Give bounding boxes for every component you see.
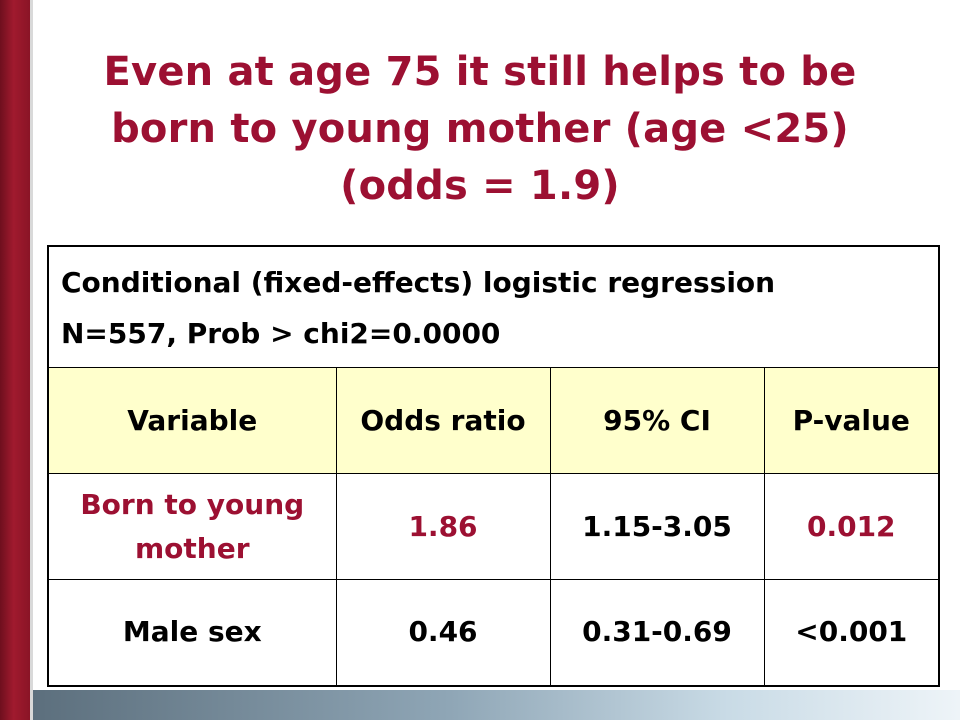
cell-p-value: <0.001 bbox=[763, 579, 940, 686]
cell-odds-ratio: 0.46 bbox=[335, 579, 551, 686]
table-info-row: Conditional (fixed-effects) logistic reg… bbox=[47, 245, 940, 368]
bottom-gradient-bar bbox=[33, 690, 960, 720]
header-odds-ratio: Odds ratio bbox=[335, 367, 551, 474]
table-row: Male sex 0.46 0.31-0.69 <0.001 bbox=[47, 579, 940, 686]
model-statistics: N=557, Prob > chi2=0.0000 bbox=[61, 317, 501, 350]
cell-p-value: 0.012 bbox=[763, 473, 940, 580]
title-line-2: born to young mother (age <25) bbox=[111, 106, 849, 152]
table-info-cell: Conditional (fixed-effects) logistic reg… bbox=[47, 245, 940, 368]
table-header-row: Variable Odds ratio 95% CI P-value bbox=[47, 367, 940, 474]
regression-table: Conditional (fixed-effects) logistic reg… bbox=[47, 245, 941, 687]
title-line-3: (odds = 1.9) bbox=[340, 163, 620, 209]
cell-ci: 1.15-3.05 bbox=[549, 473, 765, 580]
model-description: Conditional (fixed-effects) logistic reg… bbox=[61, 266, 776, 299]
header-p-value: P-value bbox=[763, 367, 940, 474]
cell-ci: 0.31-0.69 bbox=[549, 579, 765, 686]
slide-title: Even at age 75 it still helps to be born… bbox=[40, 44, 920, 215]
header-ci: 95% CI bbox=[549, 367, 765, 474]
cell-odds-ratio: 1.86 bbox=[335, 473, 551, 580]
header-variable: Variable bbox=[47, 367, 337, 474]
title-line-1: Even at age 75 it still helps to be bbox=[103, 49, 857, 95]
cell-variable: Born to young mother bbox=[47, 473, 337, 580]
cell-variable: Male sex bbox=[47, 579, 337, 686]
side-accent-bar bbox=[0, 0, 33, 720]
table-row: Born to young mother 1.86 1.15-3.05 0.01… bbox=[47, 473, 940, 580]
